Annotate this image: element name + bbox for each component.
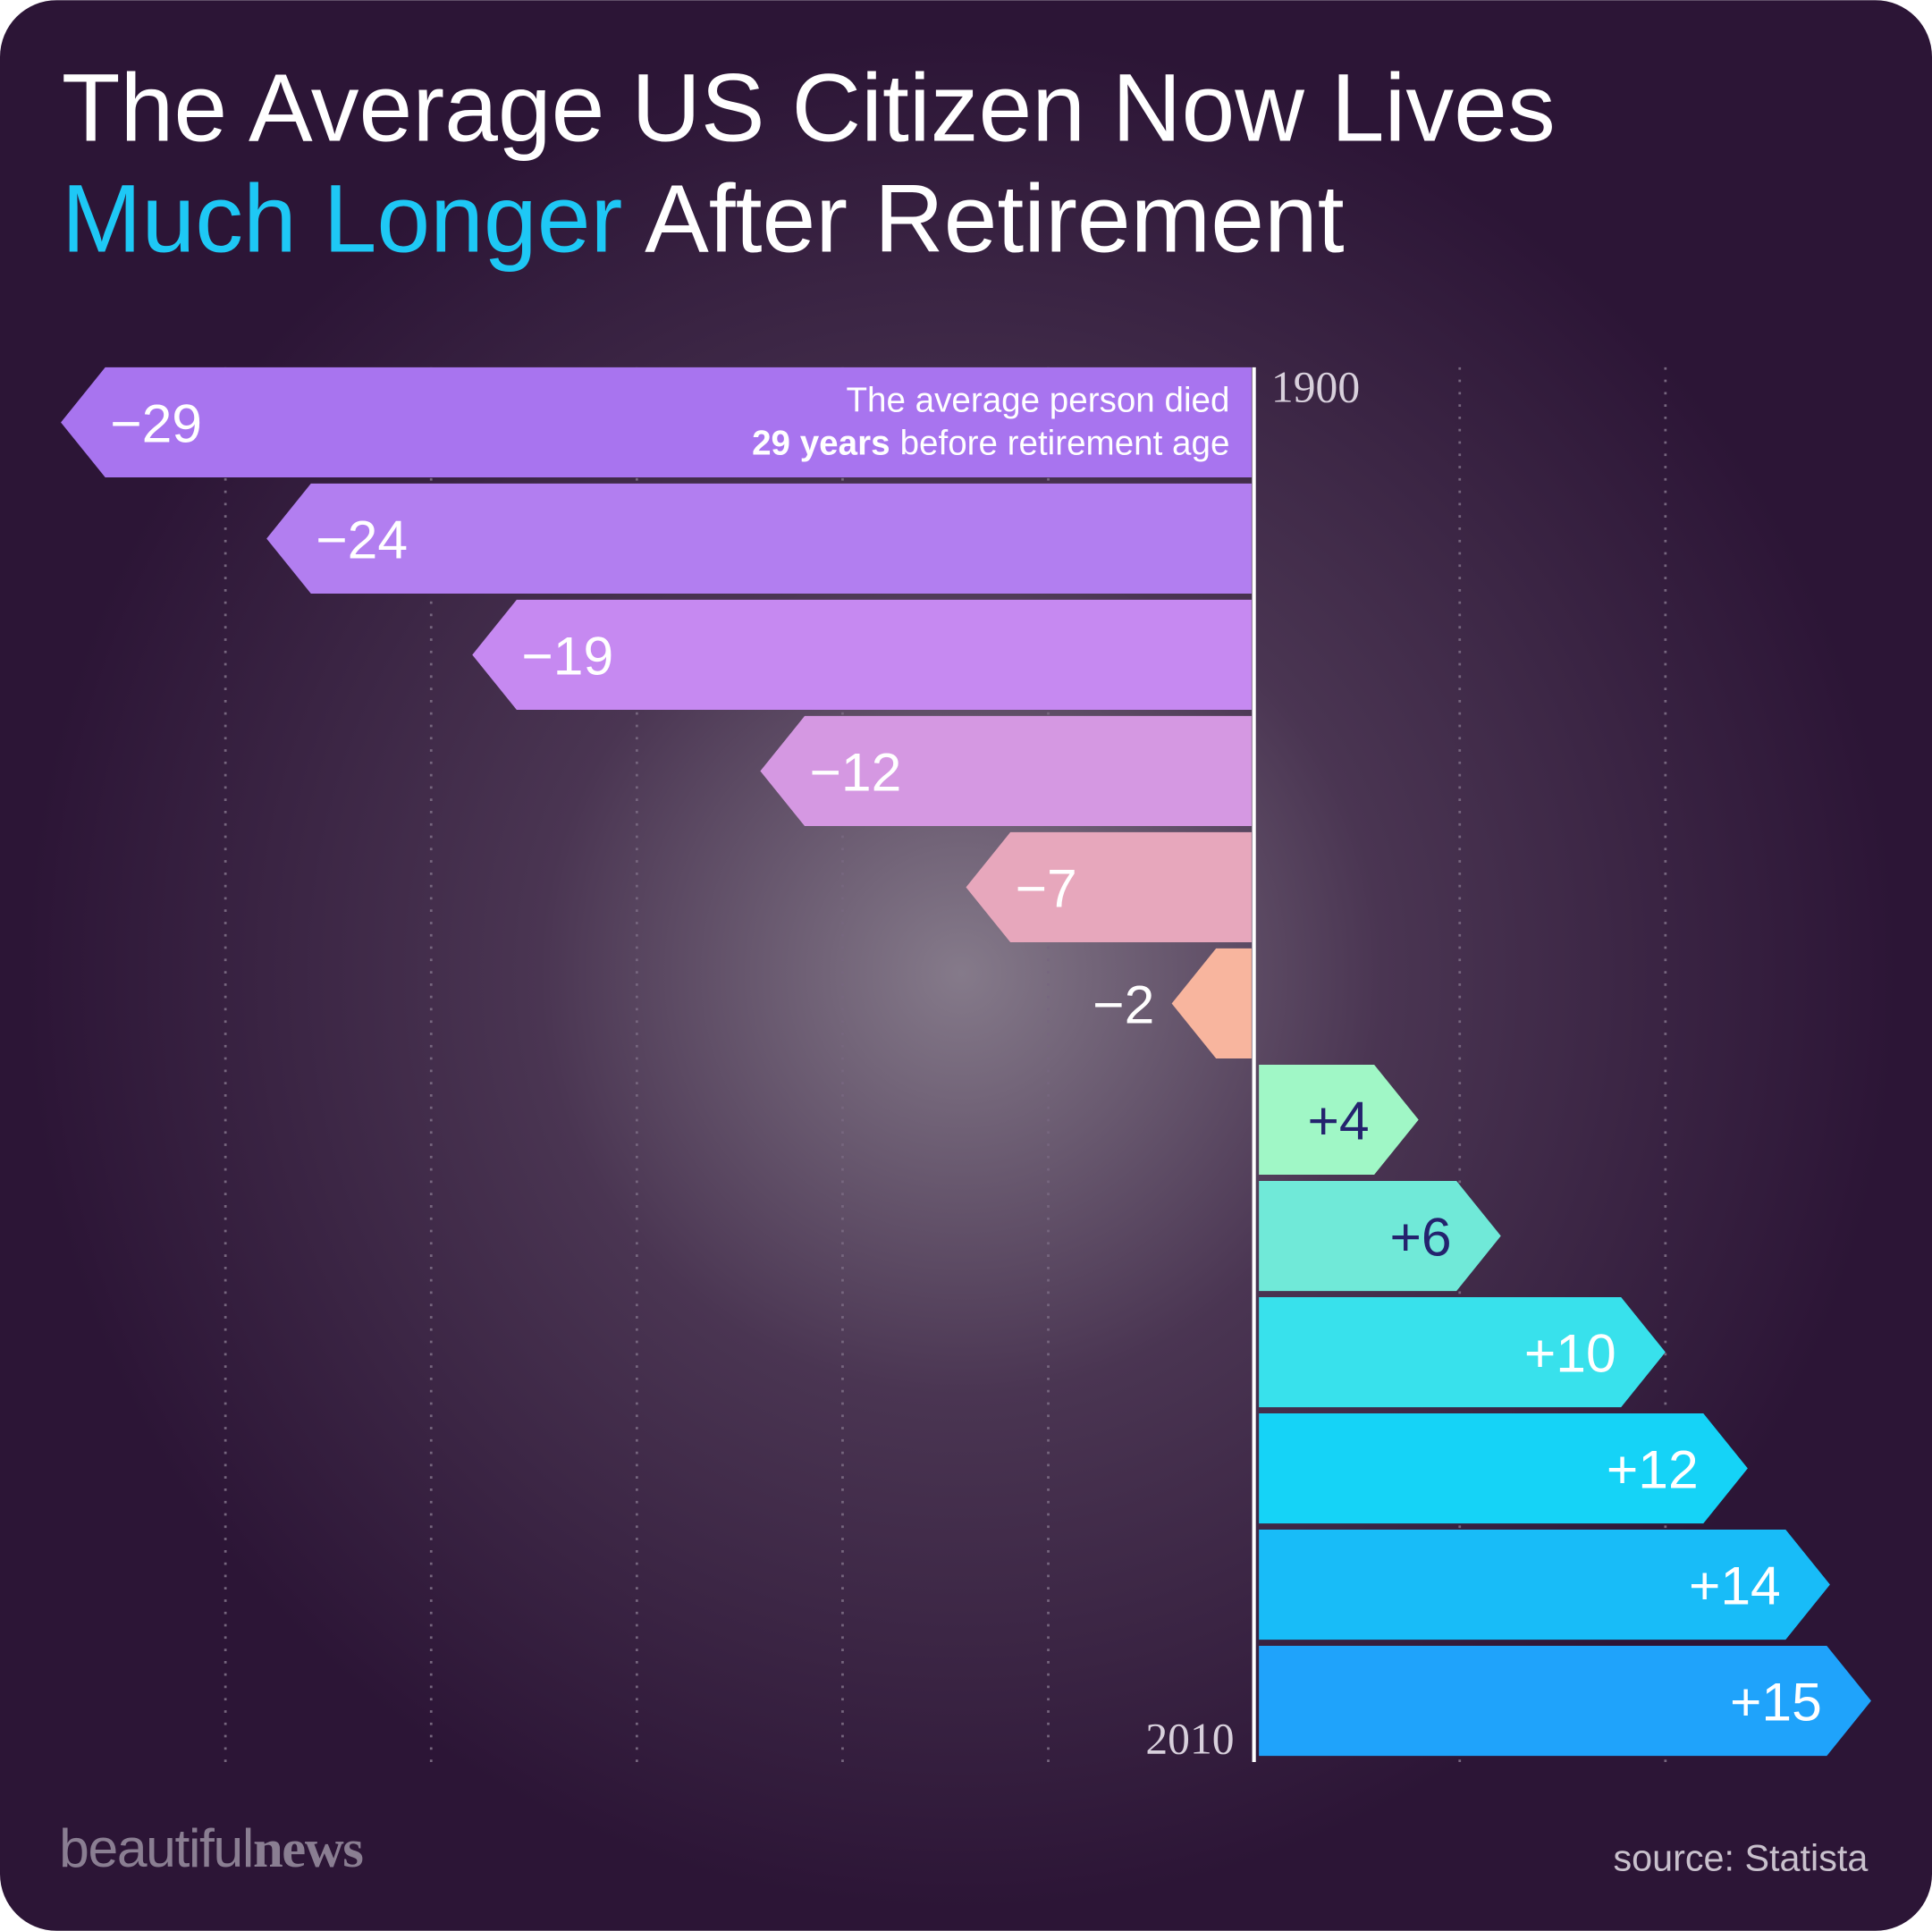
title-line-1: The Average US Citizen Now Lives: [62, 54, 1556, 161]
category-label: 1900: [1271, 362, 1360, 411]
value-label: −19: [521, 626, 613, 687]
value-label: −2: [1093, 974, 1154, 1035]
value-label: +4: [1307, 1091, 1369, 1151]
value-label: +6: [1390, 1207, 1452, 1268]
value-label: +15: [1730, 1672, 1822, 1733]
category-label: 2010: [1145, 1714, 1234, 1763]
value-label: −7: [1016, 858, 1077, 919]
value-label: −24: [316, 510, 408, 570]
bar: [1259, 1529, 1830, 1640]
bar: [1171, 948, 1252, 1059]
bar: [1259, 1645, 1871, 1757]
bar: [966, 831, 1252, 943]
bar: [1259, 1412, 1748, 1524]
bar: [472, 599, 1252, 711]
bar: [1259, 1296, 1666, 1408]
title-rest: After Retirement: [645, 164, 1345, 272]
brand: beautifulnews: [59, 1817, 363, 1879]
bar: [266, 483, 1252, 594]
annotation-bold: 29 years: [752, 425, 890, 463]
brand-bold: news: [253, 1819, 363, 1879]
value-label: +12: [1607, 1439, 1699, 1500]
value-label: −29: [110, 392, 202, 453]
source: source: Statista: [1613, 1837, 1868, 1878]
bar: [1259, 1064, 1419, 1176]
bar: [760, 715, 1252, 827]
value-label: +14: [1689, 1556, 1781, 1616]
value-label: +10: [1524, 1323, 1616, 1384]
value-label: −12: [810, 742, 902, 803]
annotation-line-1: The average person died: [846, 382, 1229, 420]
brand-light: beautiful: [59, 1817, 253, 1878]
annotation-line-2: 29 years before retirement age: [752, 425, 1229, 463]
bar: [1259, 1180, 1501, 1292]
title-line-2: Much Longer After Retirement: [62, 164, 1345, 272]
bars: −29 1900 −24 −19 −12 −7 −2 +4 +6 +10 +12 +14 +15 2010: [61, 362, 1871, 1763]
bar: [61, 367, 1252, 478]
annotation-rest: before retirement age: [900, 425, 1230, 463]
title-highlight: Much Longer: [62, 164, 622, 272]
